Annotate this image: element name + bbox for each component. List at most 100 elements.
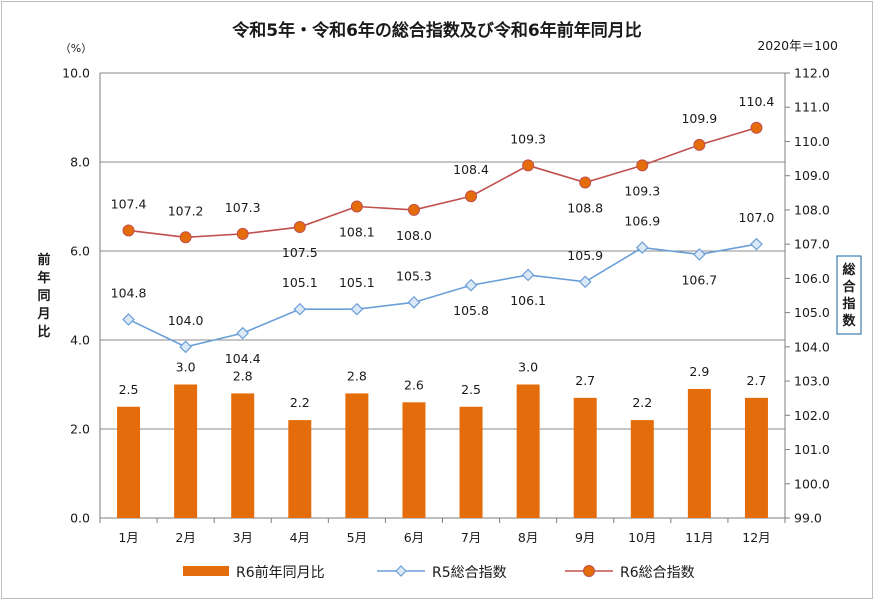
- series-line: [128, 127, 757, 239]
- bar-data-label: 2.2: [632, 395, 652, 410]
- bar-data-label: 2.2: [290, 395, 310, 410]
- left-tick-label: 4.0: [70, 333, 90, 348]
- r5-point: [122, 313, 135, 326]
- r6-point: [750, 121, 763, 134]
- line-labels: 104.8 104.0 104.4 105.1 105.1 105.3 105.8 106.1…: [111, 94, 775, 366]
- right-tick-label: 101.0: [794, 442, 830, 457]
- bar-data-label: 2.8: [347, 368, 367, 383]
- left-tick-label: 2.0: [70, 422, 90, 437]
- x-tick-label: 10月: [628, 530, 656, 545]
- r5-point: [635, 241, 649, 254]
- r6-point: [122, 224, 135, 237]
- line-data-label: 108.4: [453, 162, 489, 177]
- bar-data-label: 3.0: [176, 360, 196, 375]
- line-data-label: 105.9: [567, 248, 603, 263]
- bar-data-label: 2.7: [747, 373, 767, 388]
- r5-point: [236, 326, 250, 340]
- r5-point: [179, 340, 192, 354]
- right-axis-label: 総合指数: [842, 262, 856, 329]
- line-data-label: 107.0: [739, 210, 775, 225]
- base-note: 2020年＝100: [757, 38, 838, 53]
- right-tick-label: 107.0: [794, 237, 830, 252]
- r6-point: [522, 159, 535, 172]
- bars: [117, 384, 768, 518]
- right-tick-label: 105.0: [794, 305, 830, 320]
- right-axis-label-char: 数: [842, 313, 856, 329]
- bar: [459, 406, 483, 518]
- right-tick-label: 102.0: [794, 408, 830, 423]
- left-axis-label-char: 同: [37, 289, 50, 304]
- right-tick-label: 111.0: [794, 100, 830, 115]
- line-data-label: 105.3: [396, 268, 432, 283]
- x-tick-label: 3月: [232, 530, 252, 545]
- r6-point: [179, 231, 192, 244]
- left-tick-label: 0.0: [70, 511, 90, 526]
- line-data-label: 107.4: [111, 196, 147, 211]
- bar: [117, 406, 141, 518]
- r6-point: [236, 227, 249, 240]
- bar: [174, 384, 198, 518]
- x-tick-label: 9月: [575, 530, 595, 545]
- x-tick-label: 1月: [118, 530, 138, 545]
- line-data-label: 109.3: [510, 131, 546, 146]
- bar: [687, 388, 711, 518]
- bar-data-label: 2.8: [233, 368, 253, 383]
- r5-point: [464, 278, 478, 292]
- line-data-label: 107.3: [225, 200, 261, 215]
- left-axis-label-char: 月: [36, 307, 50, 322]
- x-tick-label: 7月: [461, 530, 481, 545]
- bar-data-label: 2.9: [689, 364, 709, 379]
- legend-swatch-r6-yoy: [183, 566, 229, 576]
- bar: [630, 420, 654, 518]
- right-axis-ticks: 99.0 100.0 101.0 102.0 103.0 104.0 105.0 106.0 1…: [785, 66, 830, 526]
- r6-point: [293, 221, 306, 234]
- r6-point: [407, 203, 420, 216]
- legend-label-r6-yoy: R6前年同月比: [236, 564, 325, 581]
- right-tick-label: 109.0: [794, 168, 830, 183]
- r5-point: [407, 295, 421, 309]
- x-tick-label: 11月: [685, 530, 713, 545]
- x-tick-label: 8月: [518, 530, 538, 545]
- bar: [345, 393, 369, 518]
- line-data-label: 106.7: [681, 272, 717, 287]
- left-axis-label: 前年同月比: [36, 252, 50, 340]
- bar: [288, 420, 312, 518]
- line-data-label: 105.1: [282, 275, 318, 290]
- right-tick-label: 108.0: [794, 202, 830, 217]
- left-axis-label-char: 比: [37, 324, 50, 340]
- line-data-label: 108.0: [396, 228, 432, 243]
- right-tick-label: 104.0: [794, 339, 830, 354]
- line-data-label: 109.9: [681, 111, 717, 126]
- bar-data-label: 3.0: [518, 360, 538, 375]
- r6-point: [579, 176, 592, 189]
- bar: [231, 393, 255, 518]
- line-data-label: 107.5: [282, 245, 318, 260]
- bar-data-label: 2.7: [575, 373, 595, 388]
- r6-point: [350, 200, 363, 213]
- x-tick-label: 5月: [347, 530, 367, 545]
- r5-point: [350, 302, 364, 316]
- right-axis-label-char: 総: [842, 262, 855, 278]
- right-axis-label-box: [836, 255, 862, 335]
- line-data-label: 106.1: [510, 293, 546, 308]
- lines: [122, 121, 763, 354]
- left-tick-label: 10.0: [62, 66, 90, 81]
- r5-point: [750, 237, 763, 251]
- legend: R6前年同月比 R5総合指数 R6総合指数: [183, 564, 695, 581]
- left-tick-label: 8.0: [70, 155, 90, 170]
- bar: [402, 402, 426, 518]
- line-data-label: 110.4: [739, 94, 775, 109]
- line-data-label: 106.9: [624, 214, 660, 229]
- left-axis-label-char: 前: [37, 252, 50, 268]
- line-data-label: 104.0: [168, 313, 204, 328]
- x-axis-ticks: 1月 2月 3月 4月 5月 6月 7月 8月 9月 10月 11月 12月: [99, 518, 786, 545]
- right-tick-label: 103.0: [794, 374, 830, 389]
- legend-marker-r5: [395, 565, 407, 577]
- r5-point: [693, 248, 706, 261]
- r6-point: [465, 190, 478, 203]
- right-tick-label: 100.0: [794, 476, 830, 491]
- bar: [516, 384, 540, 518]
- line-data-label: 107.2: [168, 203, 204, 218]
- series-line: [128, 243, 757, 348]
- r5-point: [521, 268, 535, 282]
